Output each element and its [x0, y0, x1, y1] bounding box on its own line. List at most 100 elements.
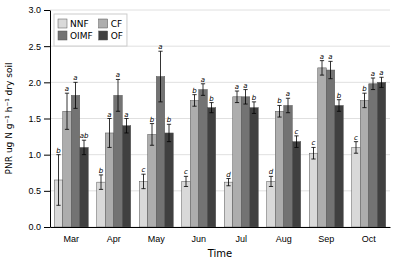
legend-box — [54, 14, 127, 46]
axis-line — [50, 11, 51, 228]
legend-item: NNF — [58, 19, 89, 29]
bar — [122, 126, 131, 227]
bar — [369, 84, 378, 227]
tick-mark — [44, 191, 50, 192]
error-bar — [184, 176, 188, 186]
error-bar — [252, 102, 256, 114]
legend-swatch — [58, 31, 67, 40]
bar — [114, 95, 123, 227]
tick: May — [148, 234, 166, 244]
significance-label: b — [362, 85, 367, 93]
marks — [54, 51, 386, 227]
tick-label: Aug — [276, 234, 292, 244]
error-bar — [107, 119, 111, 148]
significance-label: c — [184, 168, 188, 176]
significance-label: c — [312, 139, 316, 147]
tick-label: Oct — [362, 234, 377, 244]
error-bar — [116, 79, 120, 111]
significance-label: c — [354, 134, 358, 142]
significance-label: b — [150, 116, 155, 124]
legend-label: NNF — [70, 19, 89, 29]
bar — [275, 111, 284, 227]
bar — [360, 100, 369, 227]
error-bar — [311, 147, 315, 159]
bar — [190, 100, 199, 227]
bar — [224, 182, 233, 227]
x-axis: MarAprMayJunJulAugSepOct — [51, 228, 391, 245]
significance-label: a — [235, 83, 239, 91]
bar — [377, 82, 386, 227]
chart: bbccddccaabbababaaaaaaaaababbbcba0.00.51… — [0, 0, 400, 263]
error-bar — [209, 103, 213, 113]
error-bar — [226, 179, 230, 186]
grid-line — [50, 10, 390, 11]
grid-line — [50, 82, 390, 83]
significance-label: a — [320, 53, 324, 61]
bar — [284, 105, 293, 227]
bar — [250, 108, 259, 227]
tick-label: Sep — [318, 234, 334, 244]
error-bar — [192, 95, 196, 107]
error-bar — [362, 93, 366, 107]
bar — [352, 147, 361, 227]
tick-label: 0.0 — [28, 222, 41, 232]
error-bar — [379, 77, 383, 87]
tick: Oct — [362, 234, 377, 244]
significance-label: d — [269, 168, 274, 176]
series — [63, 61, 369, 227]
tick-label: Apr — [107, 234, 121, 244]
error-bar — [269, 176, 273, 186]
error-bar — [354, 142, 358, 154]
y-axis-title: PNR ug N g⁻¹ h⁻¹ dry soil — [4, 63, 14, 175]
series — [71, 51, 377, 227]
tick: Jun — [191, 234, 206, 244]
tick: Apr — [107, 234, 121, 244]
tick-label: Jun — [191, 234, 206, 244]
error-bar — [82, 140, 86, 154]
significance-label: b — [337, 92, 342, 100]
tick-mark — [44, 46, 50, 47]
error-bar — [158, 51, 162, 102]
bar — [318, 68, 327, 227]
significance-label: a — [328, 53, 332, 61]
legend-label: OIMF — [70, 31, 93, 41]
significance-label: a — [116, 71, 120, 79]
tick: 2.5 — [28, 42, 50, 52]
bar — [80, 147, 89, 227]
bar — [335, 105, 344, 227]
significance-label: d — [226, 171, 231, 179]
y-axis: 0.00.51.01.52.02.53.0 — [28, 5, 50, 232]
tick-label: 2.5 — [28, 42, 41, 52]
tick: Aug — [276, 234, 292, 244]
tick-mark — [44, 155, 50, 156]
significance-label: b — [192, 87, 197, 95]
legend-item: OF — [99, 31, 123, 41]
significance-labels: bbccddccaabbababaaaaaaaaababbbcba — [56, 43, 383, 178]
error-bar — [124, 119, 128, 133]
tick: 1.0 — [28, 150, 50, 160]
tick-mark — [44, 119, 50, 120]
significance-label: b — [277, 97, 282, 105]
significance-label: ab — [80, 132, 89, 140]
tick-label: May — [148, 234, 166, 244]
significance-label: b — [252, 94, 257, 102]
significance-label: a — [201, 76, 205, 84]
error-bar — [328, 61, 332, 78]
significance-label: a — [286, 90, 290, 98]
error-bar — [167, 124, 171, 141]
tick-label: 1.0 — [28, 150, 41, 160]
tick: 3.0 — [28, 5, 50, 15]
error-bar — [337, 100, 341, 112]
legend-item: CF — [99, 19, 122, 29]
tick-label: Jul — [235, 234, 247, 244]
x-axis-title: Time — [207, 248, 232, 259]
significance-label: a — [73, 74, 77, 82]
significance-label: c — [295, 128, 299, 136]
significance-label: a — [243, 82, 247, 90]
significance-label: a — [379, 69, 383, 77]
legend-swatch — [99, 19, 108, 28]
bar — [241, 97, 250, 227]
error-bar — [56, 155, 60, 206]
significance-label: a — [107, 111, 111, 119]
tick: 1.5 — [28, 114, 50, 124]
